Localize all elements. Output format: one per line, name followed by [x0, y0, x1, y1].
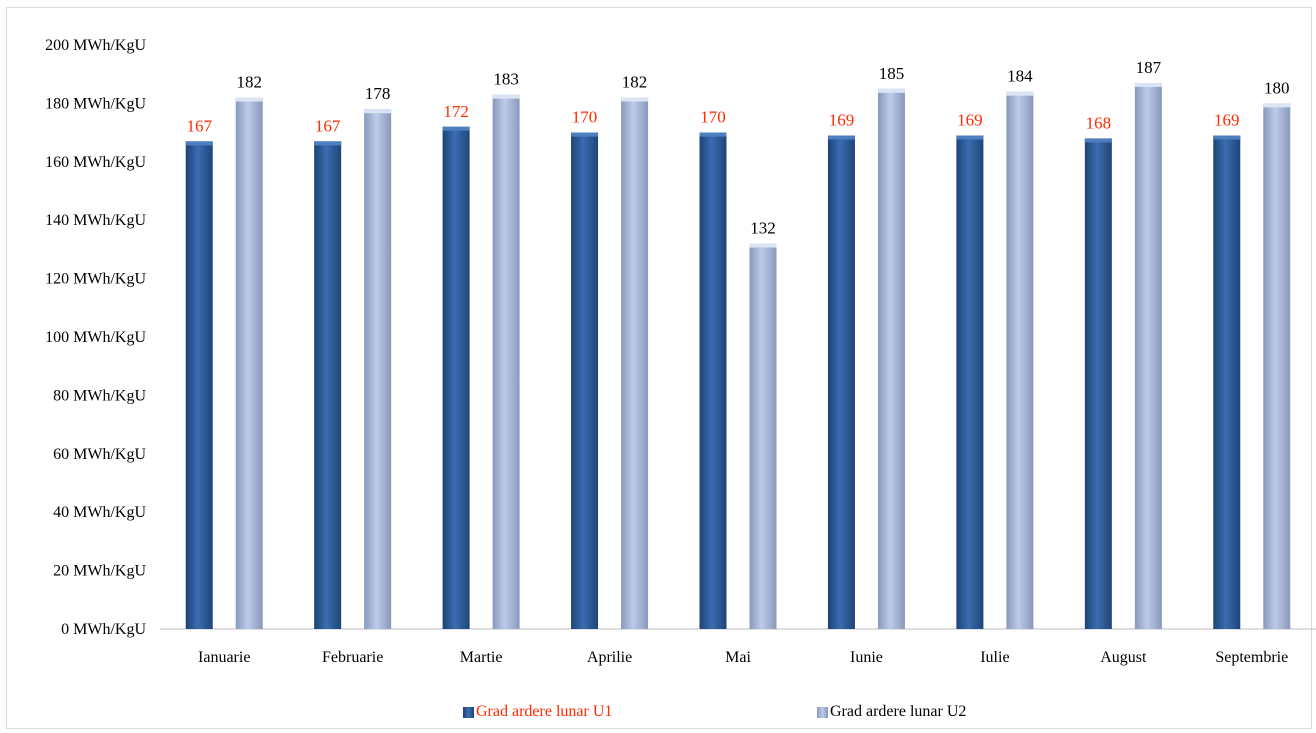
- bar-top-highlight: [492, 94, 520, 99]
- bar-u2: [749, 243, 777, 629]
- y-axis-labels: 0 MWh/KgU 20 MWh/KgU 40 MWh/KgU 60 MWh/KgU 8…: [45, 37, 146, 638]
- bar-u1: [956, 135, 984, 629]
- x-tick-label: Septembrie: [1215, 649, 1288, 666]
- data-label-u2: 178: [365, 84, 391, 103]
- data-label-u1: 170: [700, 108, 726, 127]
- x-tick-label: Aprilie: [587, 649, 632, 666]
- data-label-u1: 167: [315, 116, 341, 135]
- x-tick-label: Ianuarie: [198, 649, 250, 666]
- data-label-u2: 187: [1136, 58, 1162, 77]
- x-tick-label: Februarie: [322, 649, 383, 666]
- data-label-u1: 172: [443, 102, 469, 121]
- bar-u2: [1134, 82, 1162, 629]
- data-label-u2: 184: [1007, 67, 1033, 86]
- legend-label-u2: Grad ardere lunar U2: [830, 703, 967, 720]
- legend-swatch-u2: [817, 706, 828, 718]
- legend-label-u1: Grad ardere lunar U1: [476, 703, 613, 720]
- bar-u1: [1084, 138, 1112, 629]
- bar-top-highlight: [314, 141, 342, 146]
- bar-u2: [1263, 103, 1291, 629]
- y-tick-label: 80 MWh/KgU: [53, 387, 146, 404]
- bar-top-highlight: [571, 132, 599, 137]
- data-label-u2: 180: [1264, 78, 1290, 97]
- data-label-u1: 169: [957, 111, 983, 130]
- bar-u2: [877, 88, 905, 630]
- y-tick-label: 20 MWh/KgU: [53, 563, 146, 580]
- y-tick-label: 100 MWh/KgU: [45, 329, 146, 346]
- data-label-u1: 168: [1086, 113, 1112, 132]
- y-tick-label: 120 MWh/KgU: [45, 271, 146, 288]
- legend-swatch-u1: [463, 706, 474, 718]
- bar-u2: [364, 109, 392, 630]
- bar-u1: [442, 126, 470, 629]
- bar-u1: [571, 132, 599, 629]
- bar-top-highlight: [185, 141, 213, 146]
- bar-u1: [827, 135, 855, 629]
- bar-top-highlight: [877, 88, 905, 93]
- y-tick-label: 200 MWh/KgU: [45, 37, 146, 54]
- data-label-u2: 185: [879, 64, 905, 83]
- bar-top-highlight: [1263, 103, 1291, 108]
- bar-top-highlight: [364, 109, 392, 114]
- bar-top-highlight: [1084, 138, 1112, 143]
- x-tick-label: Iulie: [980, 649, 1009, 666]
- data-label-u1: 169: [829, 111, 855, 130]
- bar-top-highlight: [1213, 135, 1241, 140]
- data-label-u1: 169: [1214, 111, 1240, 130]
- bar-top-highlight: [827, 135, 855, 140]
- bar-u1: [185, 141, 213, 630]
- x-axis-labels: Ianuarie Februarie Martie Aprilie Mai Iunie Iu…: [198, 649, 1288, 666]
- bars: 167 182 167 178 172 183 170 182 170 132 169 185 169 1…: [185, 58, 1291, 630]
- bar-top-highlight: [749, 243, 777, 248]
- x-tick-label: August: [1100, 649, 1147, 666]
- bar-u1: [314, 141, 342, 630]
- y-tick-label: 160 MWh/KgU: [45, 154, 146, 171]
- legend-item-u2: Grad ardere lunar U2: [817, 703, 966, 721]
- y-tick-label: 0 MWh/KgU: [61, 621, 146, 638]
- bar-top-highlight: [699, 132, 727, 137]
- data-label-u2: 182: [236, 73, 262, 92]
- y-tick-label: 40 MWh/KgU: [53, 504, 146, 521]
- bar-u2: [492, 94, 520, 629]
- y-tick-label: 140 MWh/KgU: [45, 212, 146, 229]
- y-tick-label: 180 MWh/KgU: [45, 95, 146, 112]
- data-label-u2: 182: [622, 73, 648, 92]
- bar-top-highlight: [956, 135, 984, 140]
- bar-top-highlight: [235, 97, 263, 102]
- bar-u2: [1006, 91, 1034, 630]
- bar-top-highlight: [621, 97, 649, 102]
- legend: Grad ardere lunar U1 Grad ardere lunar U…: [0, 703, 1316, 727]
- data-label-u1: 167: [186, 116, 212, 135]
- x-tick-label: Mai: [725, 649, 751, 666]
- bar-u1: [1213, 135, 1241, 629]
- bar-u1: [699, 132, 727, 629]
- legend-item-u1: Grad ardere lunar U1: [463, 703, 612, 721]
- x-tick-label: Martie: [460, 649, 503, 666]
- x-tick-label: Iunie: [850, 649, 883, 666]
- bar-u2: [235, 97, 263, 629]
- bar-top-highlight: [1134, 82, 1162, 87]
- bar-top-highlight: [1006, 91, 1034, 96]
- bar-top-highlight: [442, 126, 470, 131]
- y-tick-label: 60 MWh/KgU: [53, 446, 146, 463]
- bar-u2: [621, 97, 649, 629]
- data-label-u2: 183: [493, 70, 519, 89]
- data-label-u2: 132: [750, 219, 776, 238]
- data-label-u1: 170: [572, 108, 598, 127]
